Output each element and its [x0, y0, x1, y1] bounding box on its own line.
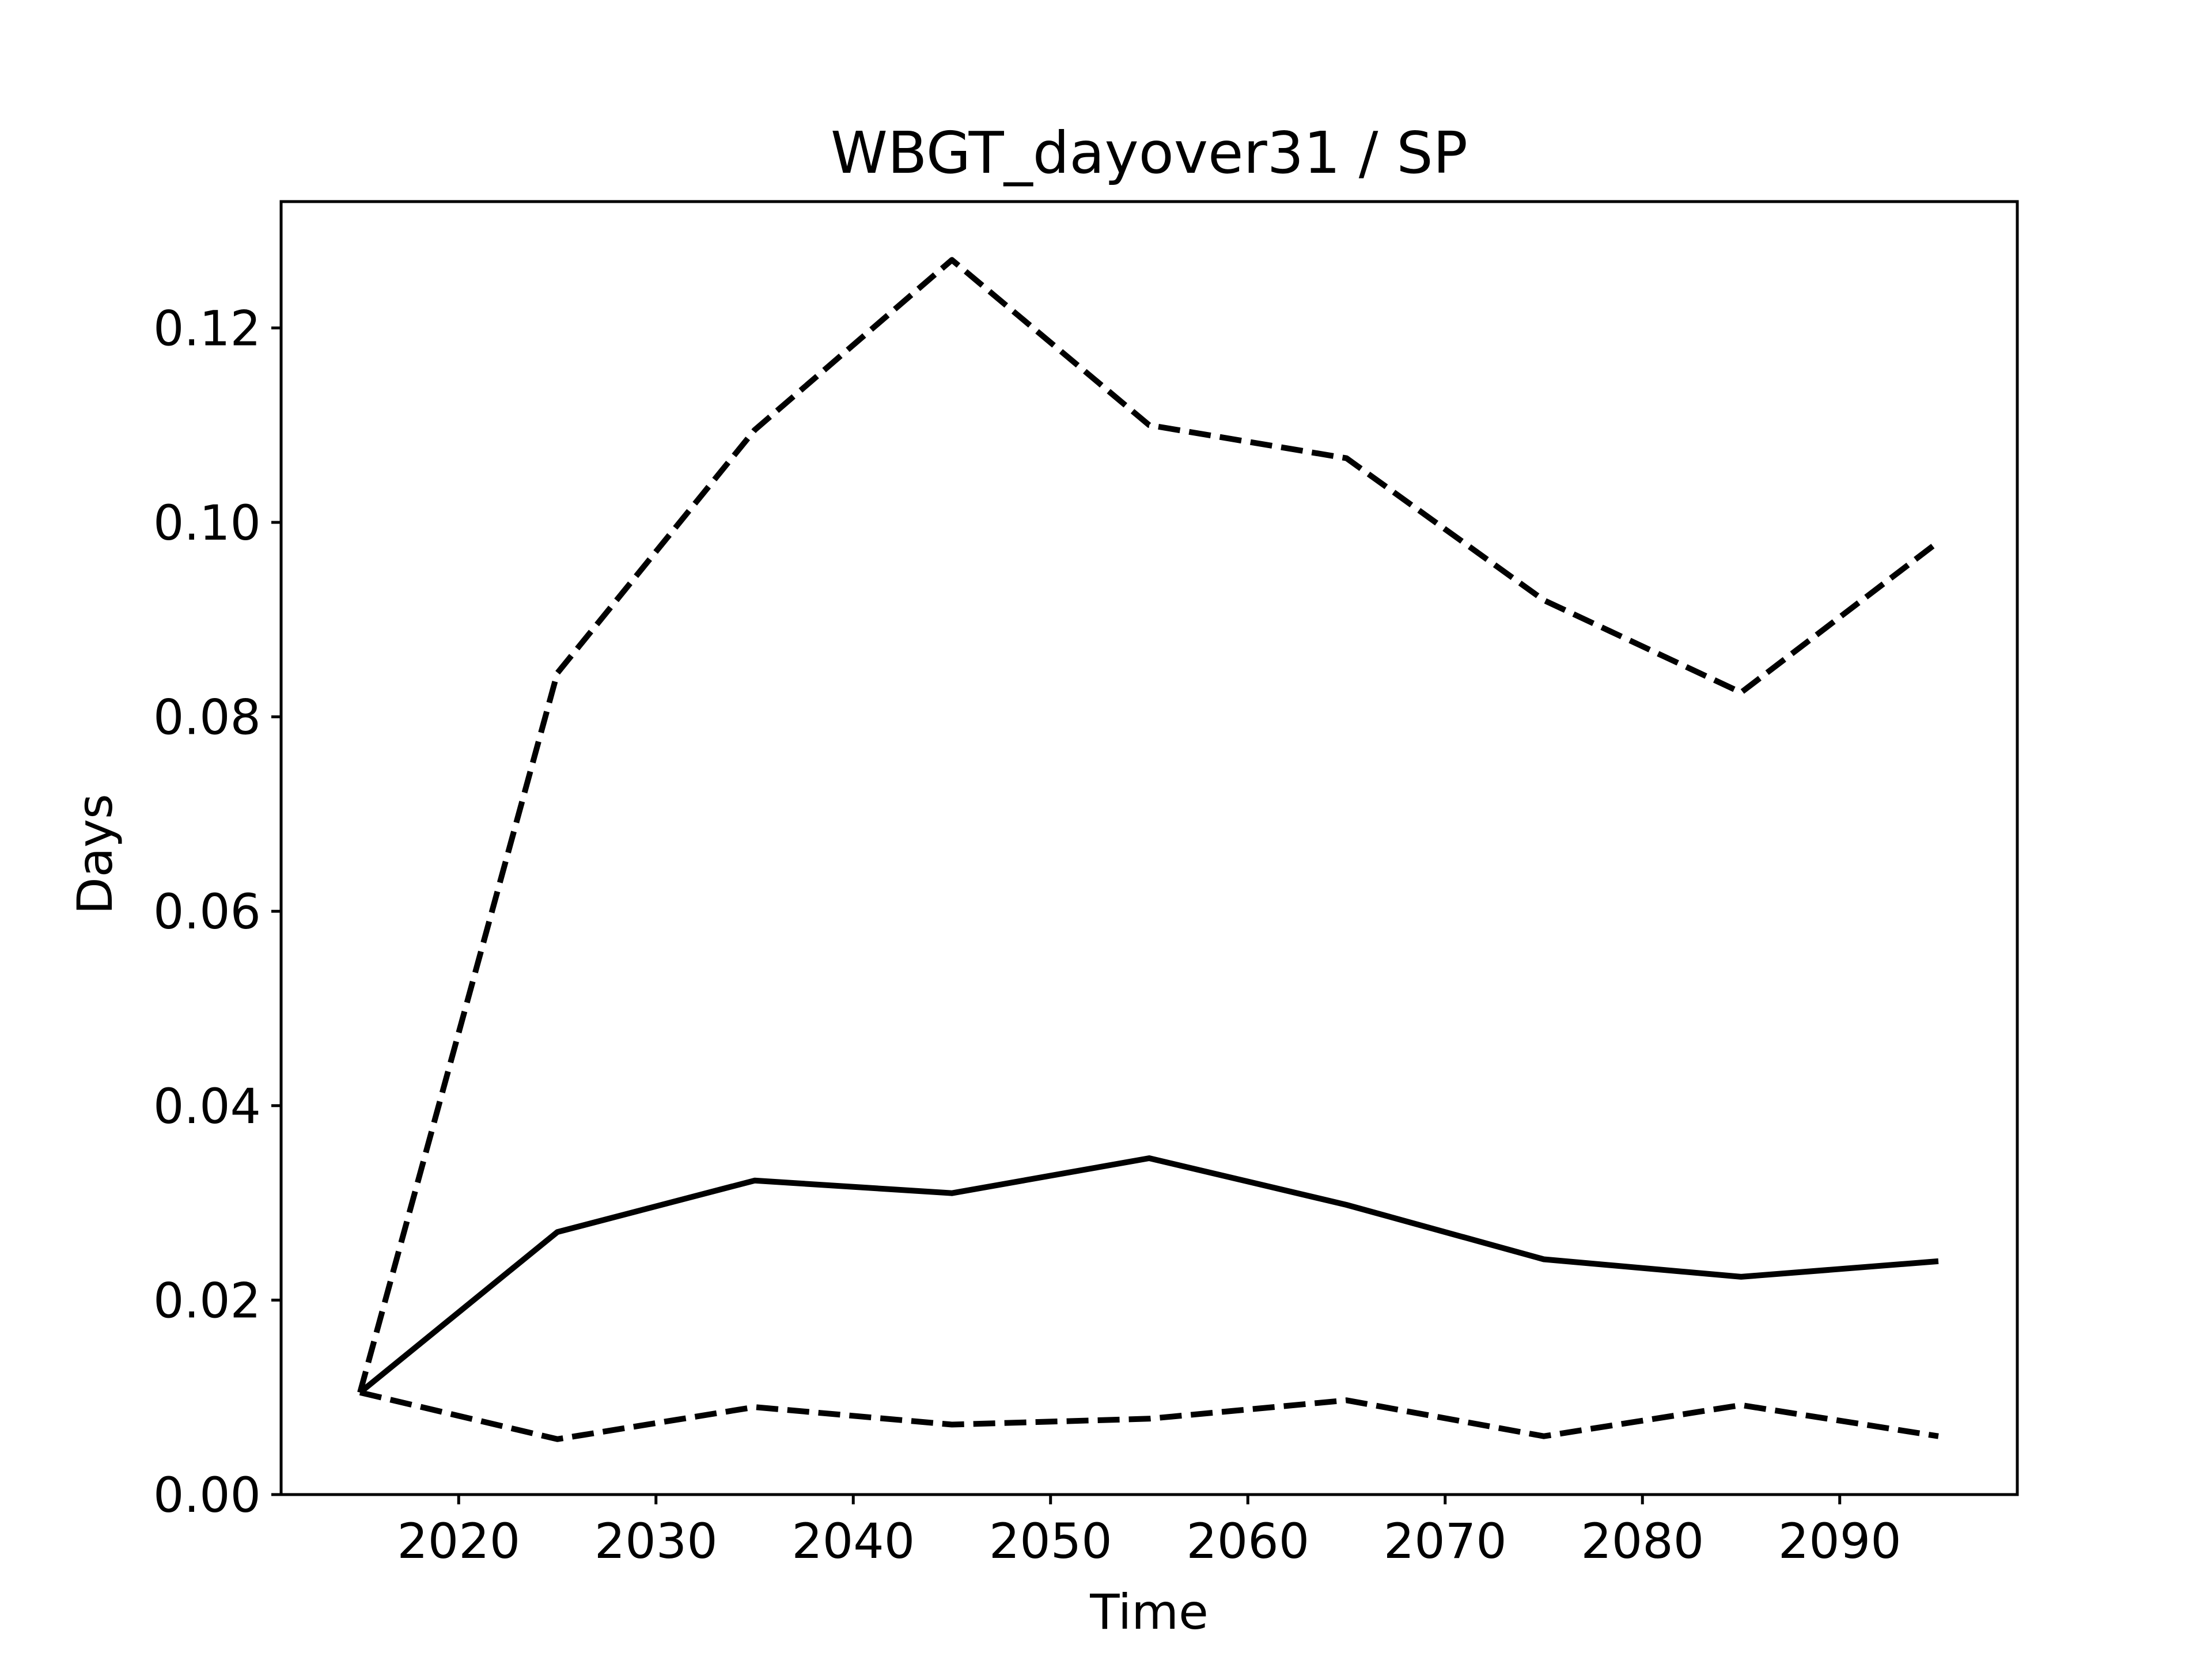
- y-tick-label: 0.02: [153, 1272, 261, 1329]
- y-tick-label: 0.04: [153, 1078, 261, 1135]
- series-line-3: [359, 1389, 1939, 1442]
- y-tick-label: 0.06: [153, 883, 261, 940]
- x-tick-label: 2040: [791, 1513, 915, 1569]
- x-tick-label: 2060: [1186, 1513, 1309, 1569]
- y-axis-label: Days: [67, 794, 123, 915]
- series-line-2: [357, 257, 1941, 1394]
- plot-area: 2020 2030 2040 2050 2060 2070 2080 2090 0.00 0.02…: [153, 200, 2019, 1569]
- x-tick-label: 2050: [989, 1513, 1112, 1569]
- x-tick-label: 2030: [594, 1513, 718, 1569]
- x-tick-label: 2090: [1778, 1513, 1902, 1569]
- y-tick-label: 0.00: [153, 1467, 261, 1523]
- y-tick-label: 0.12: [153, 300, 261, 357]
- x-tick-label: 2070: [1384, 1513, 1507, 1569]
- series-line-1: [358, 1155, 1939, 1395]
- chart-title: WBGT_dayover31 / SP: [831, 119, 1468, 187]
- y-tick-label: 0.10: [153, 495, 261, 551]
- y-tick-label: 0.08: [153, 689, 261, 746]
- plot-frame: [279, 200, 2019, 1496]
- x-tick-label: 2080: [1581, 1513, 1704, 1569]
- x-tick-label: 2020: [397, 1513, 520, 1569]
- x-axis-label: Time: [1089, 1584, 1209, 1640]
